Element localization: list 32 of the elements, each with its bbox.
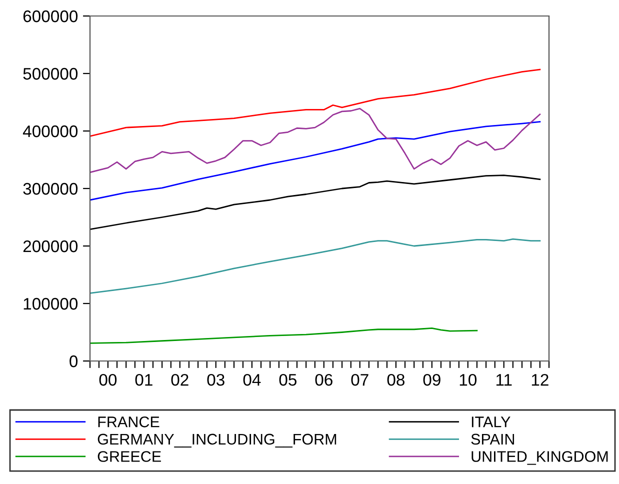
x-tick-label: 07: [351, 374, 368, 386]
line-series: [90, 108, 541, 174]
x-tick-label: 08: [387, 374, 404, 386]
x-tick-label: 02: [171, 374, 188, 386]
line-series: [90, 68, 541, 137]
legend-label: GREECE: [98, 451, 161, 462]
line-series: [90, 174, 541, 230]
y-tick-label: 0: [70, 355, 78, 368]
y-tick-label: 600000: [23, 10, 78, 22]
x-tick-label: 09: [423, 374, 440, 386]
line-series: [90, 121, 541, 201]
legend-label: FRANCE: [98, 416, 160, 428]
x-tick-label: 10: [460, 374, 476, 386]
x-tick-label: 11: [496, 374, 512, 386]
legend-label: GERMANY__INCLUDING__FORM: [98, 434, 336, 448]
legend-label: UNITED_KINGDOM: [472, 451, 608, 465]
y-tick-label: 400000: [22, 125, 78, 138]
x-tick-label: 12: [532, 374, 548, 386]
line-series: [90, 238, 541, 294]
x-tick-label: 03: [207, 374, 224, 386]
y-tick-label: 100000: [24, 298, 78, 310]
x-tick-label: 04: [243, 374, 261, 386]
x-tick-label: 00: [99, 374, 117, 386]
y-tick-label: 200000: [23, 240, 78, 252]
x-tick-label: 01: [135, 374, 152, 386]
x-tick-label: 05: [279, 374, 296, 386]
legend-label: SPAIN: [471, 434, 514, 445]
y-tick-label: 500000: [23, 68, 78, 80]
x-tick-label: 06: [315, 374, 332, 386]
legend-label: ITALY: [472, 416, 510, 428]
y-tick-label: 300000: [23, 182, 78, 195]
line-series: [90, 328, 478, 344]
